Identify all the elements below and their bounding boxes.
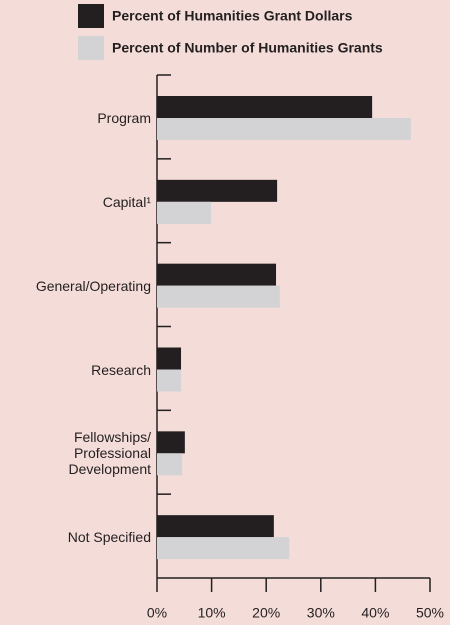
bar (157, 179, 278, 202)
legend-label: Percent of Humanities Grant Dollars (112, 8, 353, 24)
bar (157, 118, 411, 140)
bar (157, 347, 182, 370)
category-label: Not Specified (67, 529, 151, 546)
category-label: Research (91, 361, 151, 378)
bar (157, 263, 277, 286)
bar (157, 431, 185, 454)
bar (157, 369, 182, 392)
bar (157, 537, 290, 560)
legend-swatch (78, 4, 104, 28)
bar (157, 453, 183, 476)
x-tick-label: 20% (252, 605, 280, 621)
category-label: Fellowships/ Professional Development (68, 429, 152, 478)
x-tick-label: 30% (307, 605, 335, 621)
category-label: Program (97, 110, 151, 126)
x-tick-label: 0% (147, 605, 167, 621)
legend-swatch (78, 36, 104, 60)
category-label: General/Operating (35, 277, 151, 294)
bar (157, 515, 274, 538)
x-tick-label: 10% (198, 605, 226, 621)
x-tick-label: 50% (416, 605, 444, 621)
bar (157, 201, 212, 224)
bar (157, 96, 373, 118)
legend-label: Percent of Number of Humanities Grants (112, 40, 383, 56)
x-tick-label: 40% (361, 605, 389, 621)
bar (157, 285, 280, 308)
category-label: Capital¹ (102, 193, 151, 210)
